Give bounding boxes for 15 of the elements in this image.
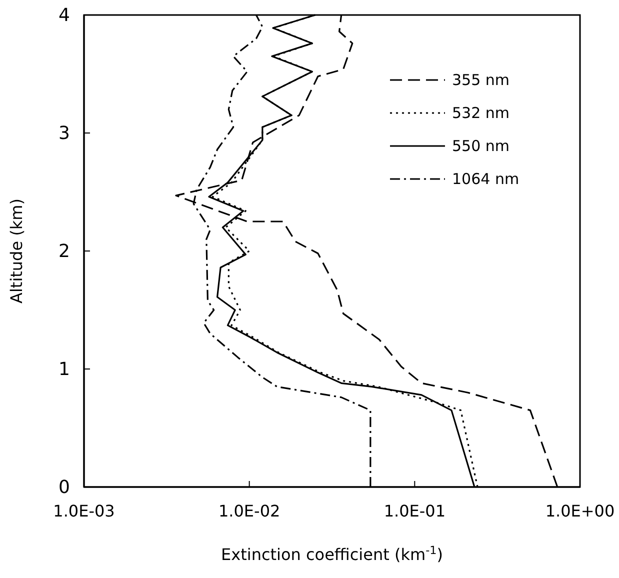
y-tick-label: 2 <box>58 240 70 262</box>
legend-label: 355 nm <box>452 71 510 89</box>
legend-label: 1064 nm <box>452 170 520 188</box>
y-axis-title: Altitude (km) <box>7 198 26 304</box>
y-tick-label: 0 <box>58 476 70 498</box>
x-tick-label: 1.0E+00 <box>545 501 615 520</box>
x-axis-title: Extinction coefficient (km$^{-1}$) <box>221 544 443 564</box>
x-tick-label: 1.0E-01 <box>384 501 446 520</box>
y-tick-label: 1 <box>58 358 70 380</box>
y-tick-label: 3 <box>58 122 70 144</box>
y-tick-label: 4 <box>58 4 70 26</box>
x-tick-label: 1.0E-03 <box>53 501 115 520</box>
legend-label: 550 nm <box>452 137 510 155</box>
legend-label: 532 nm <box>452 104 510 122</box>
x-tick-label: 1.0E-02 <box>218 501 280 520</box>
